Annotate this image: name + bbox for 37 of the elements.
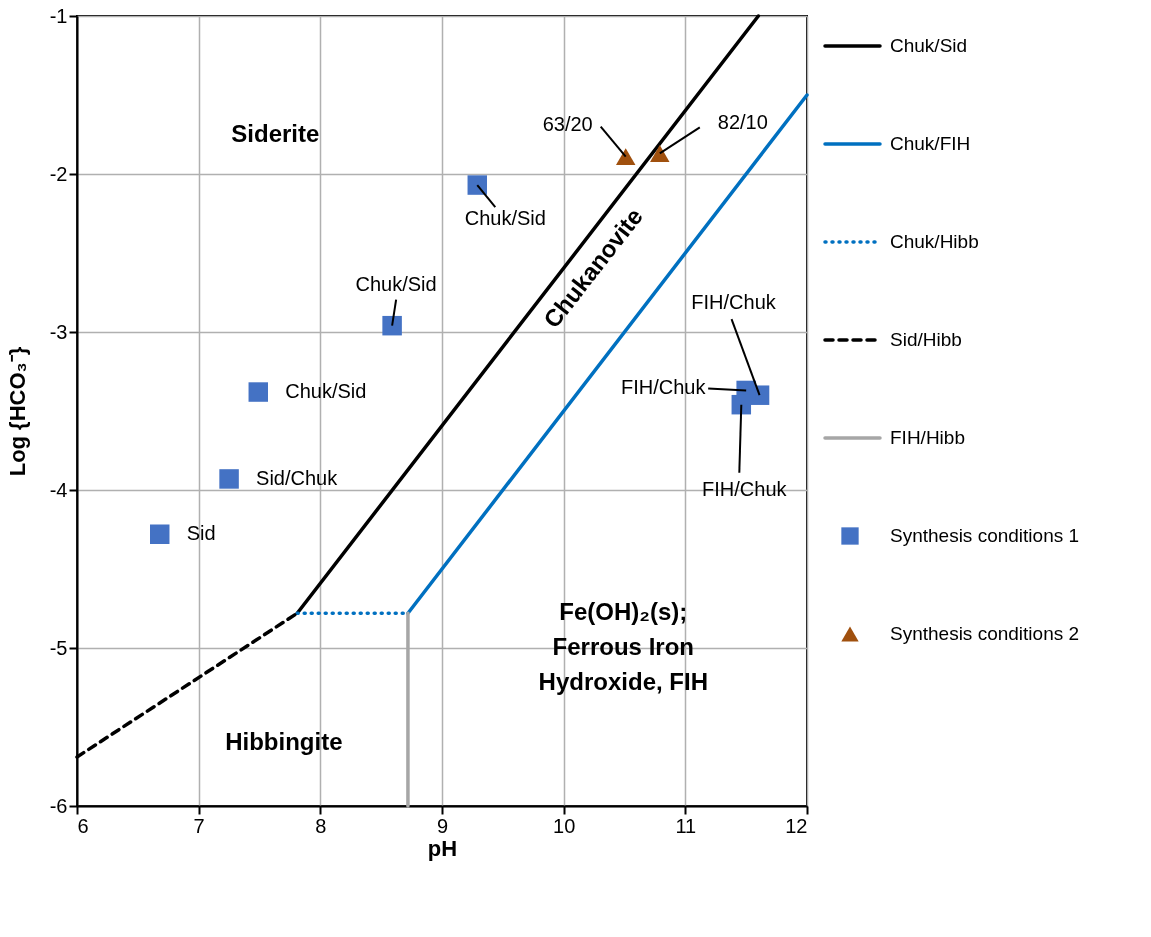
y-axis-title: Log {HCO₃⁻} [4, 346, 30, 477]
annotation: Hydroxide, FIH [538, 667, 708, 695]
y-tick-label: -4 [49, 478, 68, 501]
annotation: Sid [186, 522, 216, 545]
annotation: Sid/Chuk [256, 466, 339, 489]
x-tick-label: 10 [553, 814, 576, 837]
legend-label: FIH/Hibb [890, 427, 965, 448]
legend-label: Sid/Hibb [890, 329, 962, 350]
annotation: Ferrous Iron [552, 633, 694, 660]
annotation: Siderite [231, 119, 320, 147]
y-tick-label: -5 [49, 636, 68, 659]
legend-label: Chuk/FIH [890, 133, 971, 154]
y-tick-label: -1 [49, 4, 68, 27]
legend-label: Synthesis conditions 1 [890, 525, 1080, 546]
legend-label: Chuk/Sid [890, 35, 968, 56]
annotation: 63/20 [542, 112, 593, 135]
annotation: Chuk/Sid [285, 380, 367, 403]
annotation: Hibbingite [225, 727, 343, 755]
annotation: FIH/Chuk [691, 291, 777, 314]
x-tick-label: 11 [675, 814, 697, 837]
y-tick-label: -3 [49, 320, 68, 343]
y-tick-label: -6 [49, 794, 68, 817]
x-tick-label: 8 [315, 814, 327, 837]
annotation: Chuk/Sid [464, 207, 546, 230]
legend-label: Chuk/Hibb [890, 231, 979, 252]
annotation: 82/10 [717, 111, 768, 134]
x-tick-label: 7 [193, 814, 205, 837]
annotation: Chuk/Sid [355, 272, 437, 295]
annotation: FIH/Chuk [702, 477, 788, 500]
y-tick-label: -2 [49, 162, 68, 185]
x-tick-label: 9 [436, 814, 449, 837]
annotation: Fe(OH)₂(s); [559, 598, 688, 626]
x-tick-label: 12 [785, 814, 808, 837]
legend-label: Synthesis conditions 2 [890, 623, 1080, 644]
annotation: FIH/Chuk [620, 376, 707, 399]
x-axis-title: pH [427, 835, 458, 861]
x-tick-label: 6 [77, 814, 89, 837]
